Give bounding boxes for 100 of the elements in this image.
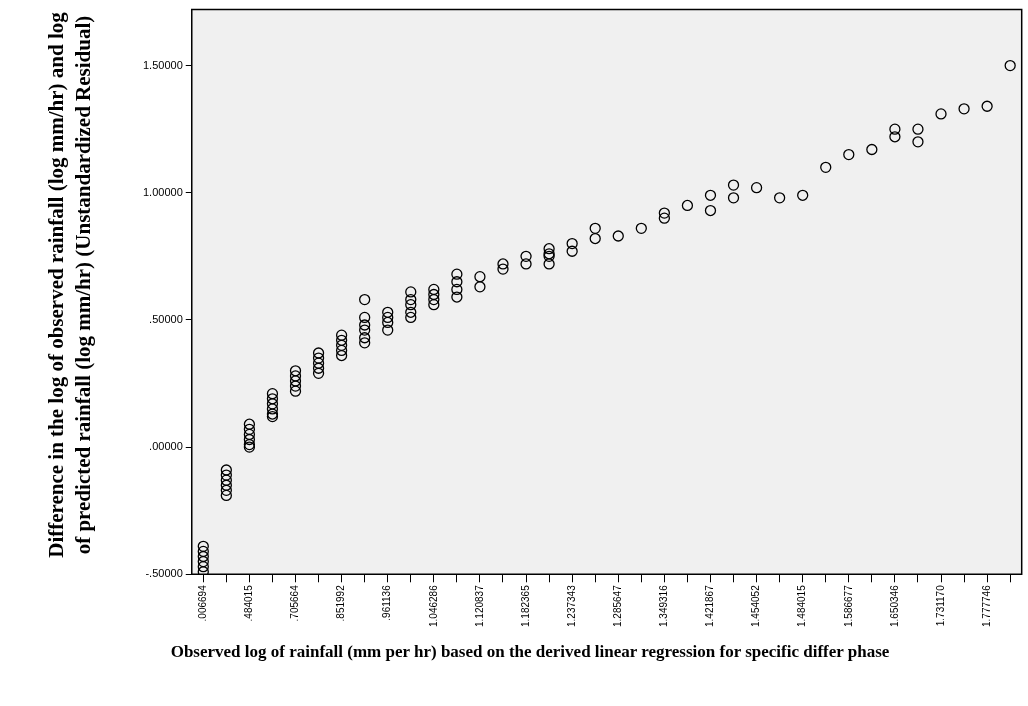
point xyxy=(289,380,302,392)
point xyxy=(912,136,924,148)
point xyxy=(289,375,302,387)
point xyxy=(197,566,209,575)
point xyxy=(405,286,417,298)
x-tick-label: 1.586677 xyxy=(842,584,854,628)
x-tick-label: 1.285647 xyxy=(612,584,624,628)
point xyxy=(220,479,232,491)
point xyxy=(405,306,417,318)
point xyxy=(704,189,717,201)
point xyxy=(520,250,532,262)
point xyxy=(289,385,302,397)
point xyxy=(266,393,279,405)
point xyxy=(220,489,232,502)
point xyxy=(312,367,325,379)
point xyxy=(727,179,740,191)
point xyxy=(197,550,209,563)
point xyxy=(497,263,509,275)
point xyxy=(981,100,993,112)
point xyxy=(359,332,371,344)
point xyxy=(612,230,624,242)
point xyxy=(197,561,209,573)
point xyxy=(566,237,578,250)
point xyxy=(312,357,325,369)
point xyxy=(312,362,325,374)
point xyxy=(359,319,371,331)
point xyxy=(335,344,348,357)
point xyxy=(289,365,302,377)
point xyxy=(359,324,371,336)
point xyxy=(658,212,671,224)
point xyxy=(797,189,809,201)
point xyxy=(220,469,232,481)
point xyxy=(935,108,947,120)
x-tick-label: 1.046286 xyxy=(427,584,439,628)
point xyxy=(474,281,486,293)
point xyxy=(382,316,394,329)
point xyxy=(428,288,440,301)
point xyxy=(382,311,394,324)
point xyxy=(405,299,417,311)
point xyxy=(428,299,440,311)
point xyxy=(866,143,878,156)
x-tick-label: 1.731170 xyxy=(934,584,946,627)
point xyxy=(243,423,256,435)
point xyxy=(220,464,232,476)
point xyxy=(243,418,256,430)
point xyxy=(220,474,232,486)
point xyxy=(405,293,417,306)
point xyxy=(359,311,371,324)
x-tick-label: 1.237343 xyxy=(565,584,577,628)
point xyxy=(451,291,463,303)
point xyxy=(335,329,348,341)
point xyxy=(359,337,371,349)
point xyxy=(681,199,694,212)
x-axis-title: Observed log of rainfall (mm per hr) based on the derived linear regression for specific differ phase xyxy=(169,641,891,663)
point xyxy=(543,258,555,270)
point xyxy=(727,192,740,204)
point xyxy=(243,433,256,446)
y-tick-label: -.50000 xyxy=(145,567,183,580)
x-tick-label: 1.421867 xyxy=(704,584,716,628)
x-tick-label: .705664 xyxy=(289,584,301,622)
point xyxy=(451,276,463,288)
point xyxy=(312,352,325,364)
point xyxy=(820,161,832,173)
point xyxy=(451,268,463,280)
point xyxy=(335,349,348,362)
x-tick-label: 1.182365 xyxy=(519,584,531,628)
y-axis-title: Difference in the log of observed rainfall (log mm/hr) and log of predicted rainfall (log mm/hr) (Unstandardized Residual) xyxy=(43,11,96,560)
point xyxy=(958,103,970,115)
point xyxy=(382,324,394,336)
point xyxy=(474,271,486,283)
point xyxy=(335,334,348,346)
point xyxy=(428,293,440,306)
point xyxy=(750,182,763,194)
x-tick-label: .006694 xyxy=(197,584,209,622)
point xyxy=(704,204,717,217)
point xyxy=(658,207,671,219)
point xyxy=(335,339,348,352)
point xyxy=(1004,59,1016,72)
point xyxy=(197,545,209,558)
x-tick-label: .484015 xyxy=(243,584,255,622)
point xyxy=(312,347,325,359)
y-tick-label: 1.00000 xyxy=(143,185,183,198)
x-tick-label: .961136 xyxy=(381,584,393,621)
point xyxy=(773,192,786,204)
point xyxy=(589,222,601,234)
y-tick-label: .00000 xyxy=(149,440,183,453)
x-tick-label: 1.484015 xyxy=(796,584,808,628)
point xyxy=(889,131,901,143)
point xyxy=(266,403,279,415)
point xyxy=(451,283,463,296)
point xyxy=(520,258,532,270)
point xyxy=(589,232,601,245)
y-tick-label: .50000 xyxy=(149,312,183,325)
point xyxy=(220,484,232,496)
x-tick-label: 1.349316 xyxy=(658,584,670,628)
point xyxy=(382,306,394,318)
y-tick-label: 1.50000 xyxy=(143,58,183,71)
point xyxy=(635,222,647,234)
x-tick-label: 1.650346 xyxy=(888,584,900,628)
point xyxy=(912,123,924,135)
